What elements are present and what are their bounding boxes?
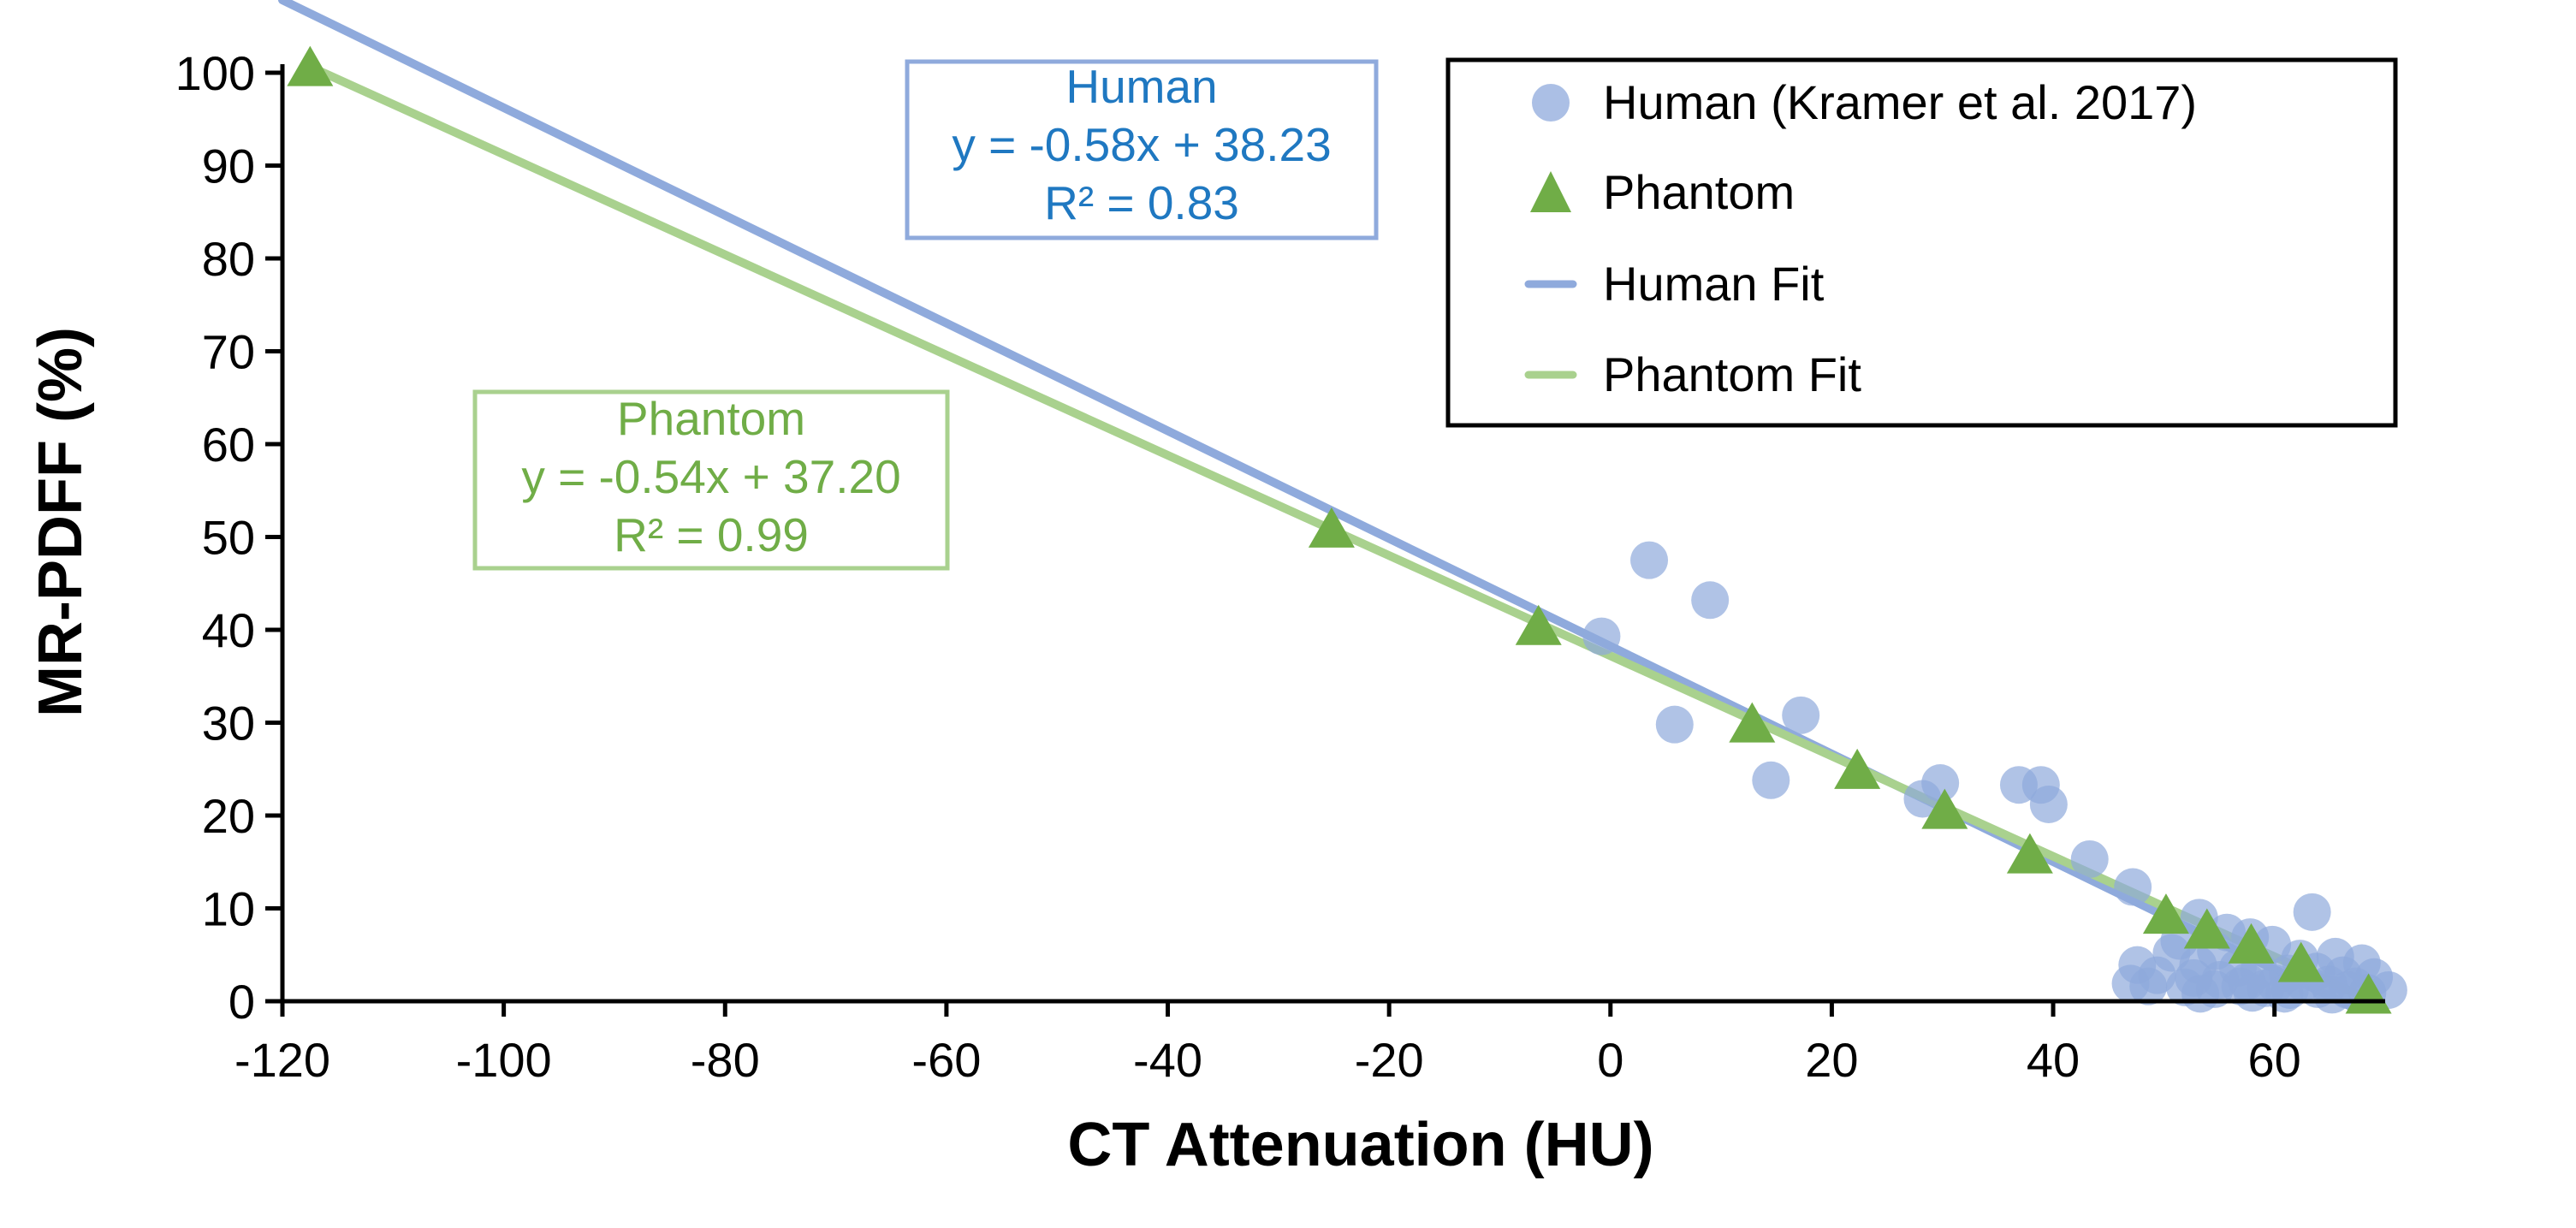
human-point	[2029, 785, 2068, 823]
x-tick-label: -80	[691, 1033, 760, 1087]
phantom-point	[2277, 941, 2324, 982]
human-annotation-box	[905, 59, 1379, 240]
human-point	[2312, 976, 2351, 1014]
human-point	[1655, 705, 1694, 744]
y-axis-label: MR-PDFF (%)	[27, 327, 95, 717]
y-tick-label: 50	[202, 511, 255, 565]
phantom-annotation-box	[472, 389, 950, 571]
legend-box	[1445, 57, 2398, 428]
human-point	[1582, 617, 1621, 656]
x-tick-label: -100	[456, 1033, 552, 1087]
phantom-point	[1308, 507, 1355, 548]
human-annotation-title: Human	[1065, 60, 1217, 113]
human-point	[1752, 761, 1790, 799]
phantom-points	[287, 45, 2392, 1014]
phantom-point	[2183, 908, 2230, 949]
legend-phantom-marker	[1530, 171, 1571, 212]
x-axis-label: CT Attenuation (HU)	[1067, 1111, 1653, 1179]
axes: -120 -100 -80 -60 -40 -20 0 20 40 60 0 10 20 30 40 50 60…	[175, 46, 2385, 1087]
phantom-annotation-equation: y = -0.54x + 37.20	[521, 450, 900, 503]
x-tick-label: 0	[1597, 1033, 1623, 1087]
x-tick-label: -60	[911, 1033, 981, 1087]
legend-human-marker	[1532, 84, 1570, 122]
human-point	[2129, 967, 2168, 1006]
x-tick-label: -20	[1355, 1033, 1424, 1087]
x-tick-label: 40	[2027, 1033, 2080, 1087]
y-tick-label: 60	[202, 418, 255, 472]
phantom-point	[2228, 922, 2275, 964]
x-tick-label: 20	[1805, 1033, 1858, 1087]
human-point	[2233, 974, 2271, 1012]
phantom-point	[1921, 788, 1968, 829]
legend-human-fit-label: Human Fit	[1603, 257, 1825, 311]
legend-phantom-label: Phantom	[1603, 165, 1795, 219]
human-fit-annotation: Human y = -0.58x + 38.23 R² = 0.83	[905, 59, 1379, 240]
phantom-point	[1515, 604, 1562, 645]
phantom-annotation-title: Phantom	[617, 392, 805, 445]
y-tick-label: 0	[229, 975, 255, 1029]
human-point	[1903, 780, 1942, 818]
x-tick-label: 60	[2248, 1033, 2301, 1087]
human-point	[2070, 839, 2109, 878]
x-tick-label: -40	[1133, 1033, 1202, 1087]
x-tick-label: -120	[234, 1033, 330, 1087]
phantom-point	[1729, 702, 1776, 743]
y-tick-label: 70	[202, 325, 255, 379]
phantom-fit-annotation: Phantom y = -0.54x + 37.20 R² = 0.99	[472, 389, 950, 571]
human-point	[2293, 893, 2331, 931]
y-tick-label: 90	[202, 139, 255, 193]
y-tick-label: 40	[202, 603, 255, 657]
legend-phantom-fit-label: Phantom Fit	[1603, 347, 1861, 401]
legend: Human (Kramer et al. 2017) Phantom Human…	[1445, 57, 2398, 428]
human-point	[1782, 696, 1820, 734]
y-tick-label: 20	[202, 789, 255, 843]
phantom-point	[1834, 748, 1881, 789]
phantom-point	[2006, 833, 2053, 874]
legend-human-label: Human (Kramer et al. 2017)	[1603, 75, 2197, 129]
human-point	[1630, 541, 1669, 579]
phantom-point	[2142, 893, 2189, 934]
human-point	[1691, 581, 1730, 620]
human-annotation-equation: y = -0.58x + 38.23	[952, 118, 1331, 171]
human-point	[2181, 975, 2220, 1013]
y-tick-label: 10	[202, 882, 255, 936]
phantom-point	[2345, 973, 2392, 1014]
y-tick-label: 100	[175, 46, 255, 100]
phantom-annotation-r2: R² = 0.99	[614, 508, 809, 561]
y-tick-label: 80	[202, 232, 255, 286]
y-tick-label: 30	[202, 697, 255, 750]
human-point	[2114, 868, 2152, 906]
phantom-point	[287, 45, 334, 86]
human-annotation-r2: R² = 0.83	[1044, 176, 1239, 229]
